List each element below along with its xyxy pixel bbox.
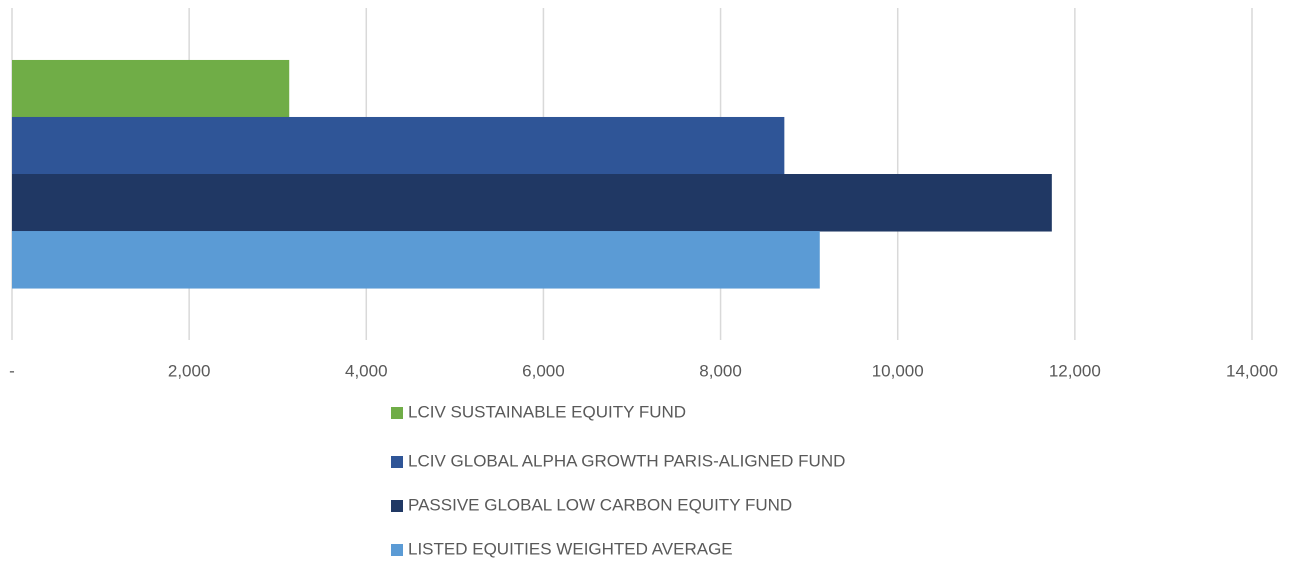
x-tick-label: 14,000 [1226, 361, 1278, 380]
legend-swatch [391, 456, 403, 468]
bar [12, 174, 1052, 232]
x-tick-label: - [9, 361, 15, 380]
legend-label: LCIV GLOBAL ALPHA GROWTH PARIS-ALIGNED F… [408, 451, 845, 470]
legend-swatch [391, 500, 403, 512]
bar [12, 59, 290, 118]
legend-swatch [391, 544, 403, 556]
x-tick-label: 12,000 [1049, 361, 1101, 380]
legend-swatch [391, 407, 403, 419]
x-tick-label: 6,000 [522, 361, 565, 380]
legend-label: PASSIVE GLOBAL LOW CARBON EQUITY FUND [408, 495, 792, 514]
x-tick-label: 10,000 [872, 361, 924, 380]
x-tick-label: 2,000 [168, 361, 211, 380]
legend-label: LCIV SUSTAINABLE EQUITY FUND [408, 402, 686, 421]
x-tick-label: 4,000 [345, 361, 388, 380]
bar [12, 231, 820, 289]
legend-label: LISTED EQUITIES WEIGHTED AVERAGE [408, 539, 733, 558]
x-tick-label: 8,000 [699, 361, 742, 380]
bar [12, 116, 785, 175]
